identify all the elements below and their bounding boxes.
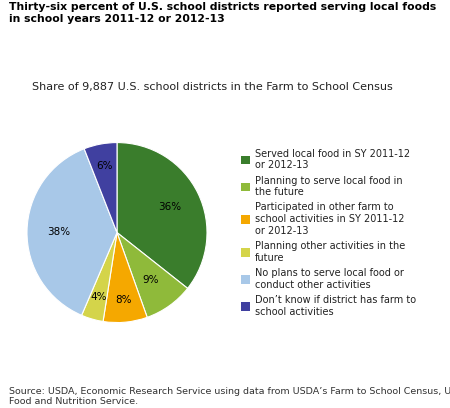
Text: Source: USDA, Economic Research Service using data from USDA’s Farm to School Ce: Source: USDA, Economic Research Service … bbox=[9, 386, 450, 406]
Wedge shape bbox=[84, 142, 117, 233]
Text: Thirty-six percent of U.S. school districts reported serving local foods in scho: Thirty-six percent of U.S. school distri… bbox=[9, 2, 436, 24]
Text: 4%: 4% bbox=[90, 293, 107, 302]
Wedge shape bbox=[81, 233, 117, 322]
Text: 9%: 9% bbox=[143, 275, 159, 285]
Text: 8%: 8% bbox=[115, 295, 131, 305]
Text: 38%: 38% bbox=[47, 227, 70, 237]
Text: 36%: 36% bbox=[158, 202, 181, 212]
Wedge shape bbox=[117, 142, 207, 288]
Text: Share of 9,887 U.S. school districts in the Farm to School Census: Share of 9,887 U.S. school districts in … bbox=[32, 82, 392, 92]
Legend: Served local food in SY 2011-12
or 2012-13, Planning to serve local food in
the : Served local food in SY 2011-12 or 2012-… bbox=[241, 149, 416, 317]
Wedge shape bbox=[117, 233, 188, 317]
Wedge shape bbox=[27, 149, 117, 315]
Wedge shape bbox=[103, 233, 147, 323]
Text: 6%: 6% bbox=[96, 161, 113, 171]
